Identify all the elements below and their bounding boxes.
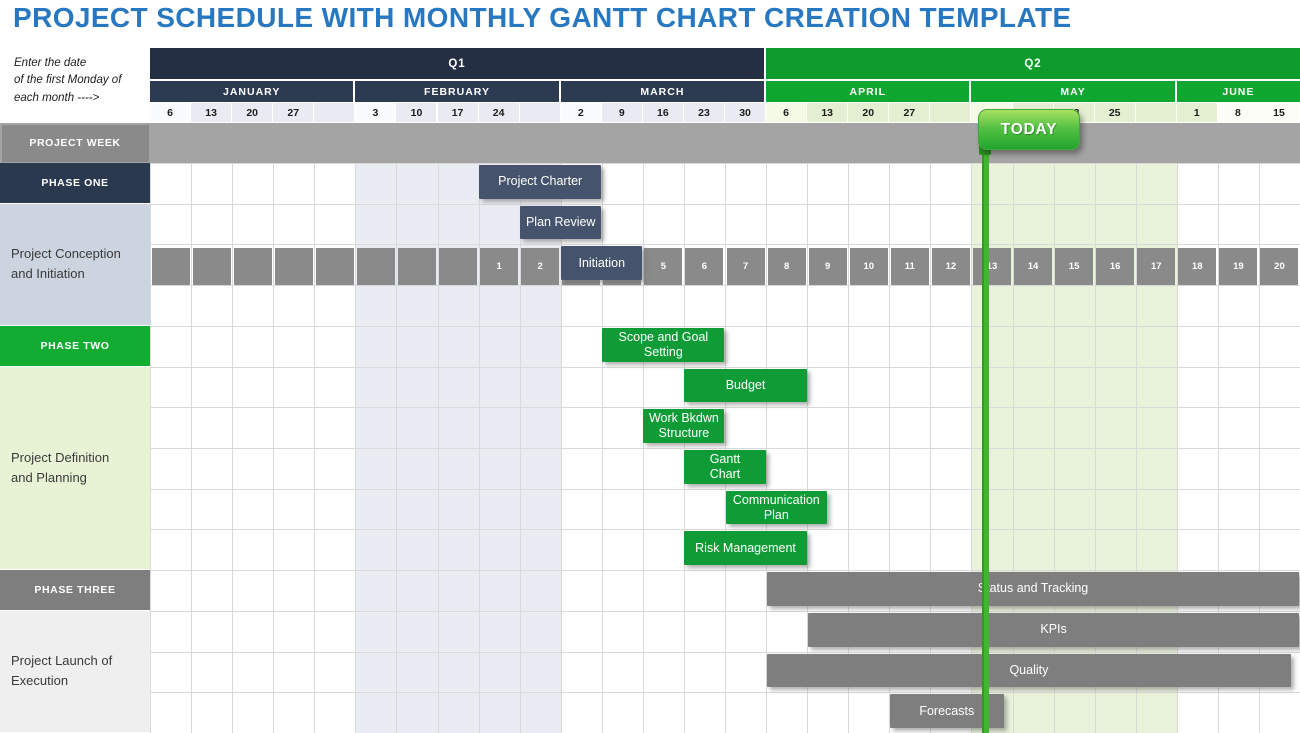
month-header-january: JANUARY xyxy=(150,81,354,102)
project-week-cell: 18 xyxy=(1178,247,1217,285)
project-week-cell: 15 xyxy=(1055,247,1094,285)
project-week-cell: 5 xyxy=(644,247,683,285)
quarter-header-q2: Q2 xyxy=(766,48,1300,79)
project-week-cell xyxy=(274,247,313,285)
phase-group-cell: Project Conception and Initiation xyxy=(0,203,150,325)
grid-hline xyxy=(150,651,1300,653)
gantt-bar: Quality xyxy=(766,653,1292,688)
phase-label-cell: PHASE THREE xyxy=(0,570,150,610)
monday-date-cell: 6 xyxy=(150,103,191,122)
project-week-label: PROJECT WEEK xyxy=(1,124,149,162)
gantt-bar: Project Charter xyxy=(479,165,602,199)
grid-hline xyxy=(150,163,1300,164)
project-week-cell: 8 xyxy=(767,247,806,285)
month-header-february: FEBRUARY xyxy=(355,81,559,102)
quarter-header-q1: Q1 xyxy=(150,48,765,79)
monday-date-cell: 23 xyxy=(683,103,724,122)
project-week-cell: 7 xyxy=(726,247,765,285)
project-week-cell xyxy=(151,247,190,285)
monday-date-cell: 8 xyxy=(1217,103,1258,122)
monday-date-cell xyxy=(314,103,355,122)
phase-group-cell: Project Launch of Execution xyxy=(0,610,150,732)
monday-date-cell: 16 xyxy=(642,103,683,122)
phase-group-cell: Project Definition and Planning xyxy=(0,366,150,570)
grid-hline xyxy=(150,407,1300,409)
gantt-bar: Gantt Chart xyxy=(684,450,766,484)
project-week-cell: 20 xyxy=(1260,247,1299,285)
monday-date-cell: 2 xyxy=(560,103,601,122)
project-week-cell: 12 xyxy=(931,247,970,285)
month-header-june: JUNE xyxy=(1176,81,1300,102)
project-week-row: PROJECT WEEK 123456789101112131415161718… xyxy=(0,123,1300,285)
gantt-bar: Plan Review xyxy=(520,205,602,240)
grid-hline xyxy=(150,610,1300,612)
project-week-cell xyxy=(315,247,354,285)
grid-hline xyxy=(150,448,1300,449)
monday-date-cell: 9 xyxy=(601,103,642,122)
grid-hline xyxy=(150,325,1300,327)
monday-date-cell: 20 xyxy=(848,103,889,122)
monday-date-cell: 3 xyxy=(355,103,396,122)
gantt-bar: Work Bkdwn Structure xyxy=(643,409,725,443)
monday-date-cell: 24 xyxy=(478,103,519,122)
monday-date-cell: 13 xyxy=(807,103,848,122)
project-week-cell: 19 xyxy=(1219,247,1258,285)
gantt-bar: Budget xyxy=(684,368,807,403)
grid-hline xyxy=(150,529,1300,531)
monday-date-cell: 30 xyxy=(725,103,766,122)
project-week-cell: 1 xyxy=(480,247,519,285)
gantt-bar: Initiation xyxy=(561,246,643,281)
monday-date-cell: 6 xyxy=(766,103,807,122)
project-week-cell: 6 xyxy=(685,247,724,285)
grid-hline xyxy=(150,203,1300,205)
page-title: PROJECT SCHEDULE WITH MONTHLY GANTT CHAR… xyxy=(13,2,1072,33)
gantt-bar: Communication Plan xyxy=(725,490,828,525)
project-week-cell: 17 xyxy=(1137,247,1176,285)
gantt-bar: KPIs xyxy=(807,612,1300,647)
project-week-cell: 14 xyxy=(1014,247,1053,285)
project-week-cell: 2 xyxy=(521,247,560,285)
month-header-march: MARCH xyxy=(560,81,765,102)
project-week-cell xyxy=(233,247,272,285)
monday-date-cell: 15 xyxy=(1258,103,1299,122)
project-week-cell xyxy=(397,247,436,285)
month-header-april: APRIL xyxy=(766,81,970,102)
today-line xyxy=(982,138,989,733)
gantt-bar: Status and Tracking xyxy=(766,572,1300,606)
grid-hline xyxy=(150,488,1300,490)
first-monday-hint: Enter the date of the first Monday of ea… xyxy=(14,57,122,104)
grid-hline xyxy=(150,692,1300,694)
today-badge: TODAY xyxy=(978,109,1080,150)
project-week-cell xyxy=(439,247,478,285)
monday-date-cell: 10 xyxy=(396,103,437,122)
monday-date-cell: 1 xyxy=(1176,103,1217,122)
project-week-cell: 11 xyxy=(890,247,929,285)
monday-date-cell: 27 xyxy=(889,103,930,122)
monday-date-cell xyxy=(519,103,560,122)
phase-label-cell: PHASE ONE xyxy=(0,163,150,203)
gantt-bar: Risk Management xyxy=(684,531,807,566)
grid-hline xyxy=(150,570,1300,572)
monday-date-cell xyxy=(930,103,971,122)
grid-hline xyxy=(150,366,1300,368)
monday-date-cell xyxy=(1135,103,1176,122)
grid-hline xyxy=(150,285,1300,287)
month-header-may: MAY xyxy=(971,81,1175,102)
phase-label-cell: PHASE TWO xyxy=(0,325,150,366)
monday-date-cell: 20 xyxy=(232,103,273,122)
monday-date-cell: 13 xyxy=(191,103,232,122)
gantt-bar: Scope and Goal Setting xyxy=(602,327,725,362)
project-week-cell: 10 xyxy=(849,247,888,285)
monday-date-cell: 17 xyxy=(437,103,478,122)
project-week-cell: 9 xyxy=(808,247,847,285)
monday-date-cell: 27 xyxy=(273,103,314,122)
project-week-cell: 13 xyxy=(972,247,1011,285)
monday-date-cell: 25 xyxy=(1094,103,1135,122)
project-week-cell xyxy=(192,247,231,285)
project-week-cell: 16 xyxy=(1096,247,1135,285)
project-week-cell xyxy=(356,247,395,285)
today-badge-label: TODAY xyxy=(1000,120,1058,138)
grid-hline xyxy=(150,244,1300,246)
